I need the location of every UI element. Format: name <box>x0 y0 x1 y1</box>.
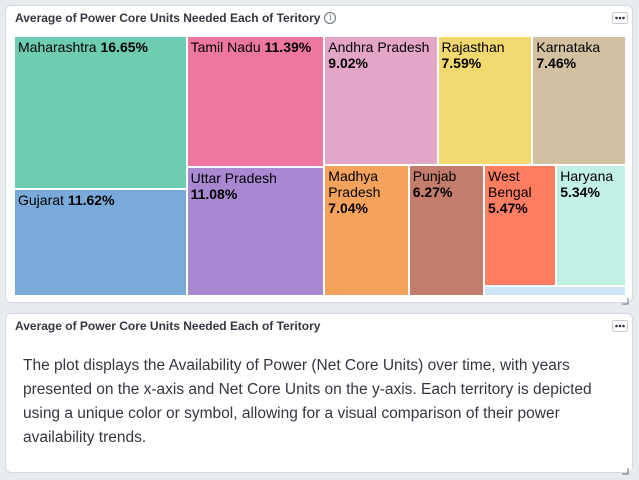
treemap-panel: Average of Power Core Units Needed Each … <box>5 5 633 305</box>
treemap-tile[interactable]: Tamil Nadu 11.39% <box>187 37 326 169</box>
tile-value: 9.02% <box>328 55 368 71</box>
treemap-tile[interactable]: Madhya Pradesh 7.04% <box>325 165 410 297</box>
treemap-tile[interactable]: Haryana 5.34% <box>557 165 627 287</box>
ellipsis-icon[interactable] <box>612 12 628 24</box>
chart-title: Average of Power Core Units Needed Each … <box>15 11 321 25</box>
resize-handle-icon[interactable] <box>622 462 629 475</box>
tile-value: 6.27% <box>412 183 453 200</box>
tile-label: Haryana <box>560 167 614 184</box>
text-panel-title: Average of Power Core Units Needed Each … <box>15 319 321 333</box>
tile-label: Gujarat <box>18 192 68 209</box>
treemap-tile[interactable]: Uttar Pradesh 11.08% <box>187 168 326 297</box>
tile-label: Maharashtra <box>18 39 101 55</box>
info-icon[interactable]: i <box>324 12 337 24</box>
tile-value: 16.65% <box>100 39 148 55</box>
tile-label: Karnataka <box>536 39 601 55</box>
tile-label: Madhya Pradesh <box>328 167 381 200</box>
treemap-tile[interactable]: Gujarat 11.62% <box>15 190 188 297</box>
treemap-tile[interactable]: Rajasthan 7.59% <box>438 37 534 166</box>
tile-label: Tamil Nadu <box>190 39 265 55</box>
ellipsis-icon[interactable] <box>612 320 628 332</box>
description-text: The plot displays the Availability of Po… <box>23 357 592 446</box>
text-panel: Average of Power Core Units Needed Each … <box>5 313 633 475</box>
tile-value: 5.47% <box>488 199 528 216</box>
tile-value: 7.04% <box>328 199 368 216</box>
chart-panel-title: Average of Power Core Units Needed Each … <box>15 11 337 25</box>
tile-value: 5.34% <box>560 183 600 200</box>
tile-label: Rajasthan <box>441 39 505 55</box>
tile-label: Punjab <box>412 167 457 184</box>
tile-value: 11.08% <box>190 186 238 203</box>
treemap-tile[interactable]: Karnataka 7.46% <box>533 37 627 166</box>
treemap-tile[interactable]: Punjab 6.27% <box>409 165 485 297</box>
tile-label: West Bengal <box>488 167 532 200</box>
treemap-tile[interactable]: Maharashtra 16.65% <box>15 37 188 191</box>
tile-value: 7.59% <box>441 55 482 71</box>
treemap-chart: Maharashtra 16.65% Gujarat 11.62% Tamil Na… <box>15 37 627 297</box>
treemap-tile[interactable]: West Bengal 5.47% <box>485 165 558 287</box>
tile-value: 7.46% <box>536 55 577 71</box>
tile-value: 11.39% <box>264 39 312 55</box>
tile-value: 11.62% <box>67 192 115 209</box>
resize-handle-icon[interactable] <box>622 292 629 305</box>
treemap-tile[interactable] <box>485 286 627 297</box>
tile-label: Andhra Pradesh <box>328 39 430 55</box>
tile-label: Uttar Pradesh <box>190 170 277 187</box>
treemap-tile[interactable]: Andhra Pradesh 9.02% <box>325 37 439 166</box>
